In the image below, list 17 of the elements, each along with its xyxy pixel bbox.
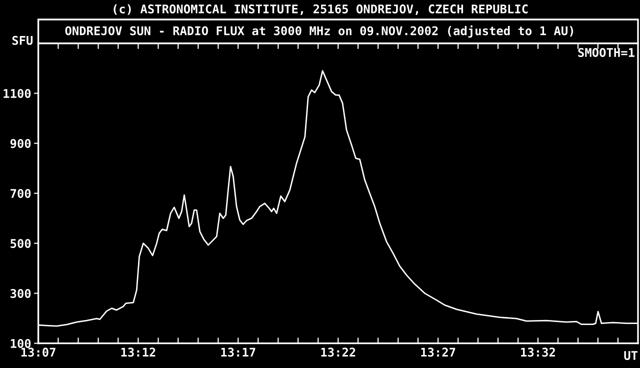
x-tick-label: 13:12 xyxy=(121,348,156,357)
x-tick-label: 13:27 xyxy=(421,348,456,357)
chart-subtitle: ONDREJOV SUN - RADIO FLUX at 3000 MHz on 09.NOV.2002 (adjusted to 1 AU) xyxy=(65,25,574,38)
y-axis-title: SFU xyxy=(12,36,33,45)
y-tick-label: 100 xyxy=(10,338,31,348)
x-tick-label: 13:17 xyxy=(221,348,256,357)
chart-title: (c) ASTRONOMICAL INSTITUTE, 25165 ONDREJOV, CZECH REPUBLIC xyxy=(114,4,528,15)
y-tick-label: 900 xyxy=(10,138,31,148)
y-tick-label: 700 xyxy=(10,188,31,198)
x-tick-label: 13:32 xyxy=(521,348,555,357)
x-axis-title: UT xyxy=(624,351,638,360)
x-tick-label: 13:07 xyxy=(21,348,56,357)
y-tick-label: 1100 xyxy=(4,88,31,98)
x-tick-label: 13:22 xyxy=(321,348,356,357)
y-tick-label: 500 xyxy=(10,238,31,248)
annotation: SMOOTH=1 xyxy=(578,48,634,58)
y-tick-label: 300 xyxy=(10,288,31,298)
